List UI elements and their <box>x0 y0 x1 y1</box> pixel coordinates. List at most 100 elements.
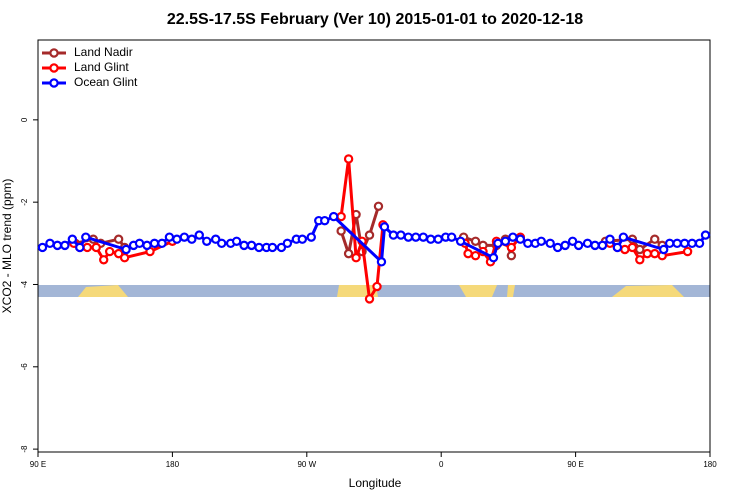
data-point <box>682 246 693 257</box>
data-point <box>508 232 518 242</box>
y-axis-label: XCO2 - MLO trend (ppm) <box>0 179 14 314</box>
data-point <box>650 248 660 259</box>
data-point <box>567 236 578 246</box>
data-point <box>536 236 546 246</box>
data-point <box>545 238 555 249</box>
data-point <box>60 240 70 251</box>
data-point <box>119 253 130 263</box>
data-point <box>104 246 115 257</box>
x-axis-label: Longitude <box>349 476 402 490</box>
data-point <box>364 230 375 240</box>
data-point <box>403 232 414 242</box>
x-tick-label: 180 <box>703 460 717 469</box>
data-point <box>635 244 645 255</box>
data-point <box>373 201 384 211</box>
data-point <box>388 230 399 240</box>
data-point <box>597 240 608 251</box>
data-point <box>343 248 354 259</box>
data-point <box>157 238 167 249</box>
data-point <box>37 242 48 253</box>
legend-marker <box>49 78 59 88</box>
data-point <box>664 238 675 249</box>
data-point <box>672 238 682 249</box>
data-point <box>328 211 339 222</box>
data-point <box>267 242 278 253</box>
y-tick-label: -6 <box>20 363 29 371</box>
data-point <box>560 240 570 251</box>
data-point <box>142 240 152 251</box>
data-point <box>506 250 517 261</box>
data-point <box>470 236 481 246</box>
data-point <box>75 242 85 253</box>
data-point <box>67 234 78 244</box>
data-point <box>642 248 652 259</box>
legend-marker <box>49 48 59 58</box>
data-point <box>379 222 390 232</box>
data-point <box>99 255 109 265</box>
data-point <box>91 242 101 253</box>
data-point <box>320 215 330 226</box>
data-point <box>149 238 160 249</box>
y-tick-label: 0 <box>20 117 29 122</box>
data-point <box>134 238 145 249</box>
data-point <box>635 255 645 265</box>
data-point <box>246 240 257 251</box>
data-point <box>231 236 242 246</box>
plot-frame <box>37 39 711 453</box>
data-point <box>463 248 473 259</box>
data-point <box>336 211 346 222</box>
data-point <box>376 257 387 267</box>
data-point <box>179 232 190 242</box>
data-point <box>470 250 481 261</box>
legend-marker <box>49 63 59 73</box>
data-point <box>500 236 511 246</box>
data-point <box>372 281 382 292</box>
data-point <box>187 234 197 244</box>
data-point <box>52 240 63 251</box>
data-point <box>618 232 629 242</box>
data-point <box>552 242 563 253</box>
y-tick-label: -4 <box>20 280 29 288</box>
data-point <box>523 238 533 249</box>
y-tick-label: -2 <box>20 198 29 206</box>
data-point <box>351 253 361 263</box>
data-point <box>418 232 428 242</box>
data-point <box>82 242 92 253</box>
data-point <box>582 238 593 249</box>
data-point <box>164 232 175 242</box>
legend-label: Land Glint <box>74 60 129 74</box>
data-point <box>455 236 466 246</box>
data-point <box>113 248 124 259</box>
data-point <box>113 234 124 244</box>
data-point <box>694 238 705 249</box>
data-point <box>488 253 499 263</box>
data-point <box>121 244 131 255</box>
data-point <box>605 234 615 244</box>
data-point <box>396 230 406 240</box>
x-tick-label: 90 W <box>297 460 316 469</box>
data-point <box>211 234 221 244</box>
data-point <box>590 240 600 251</box>
data-point <box>202 236 212 246</box>
data-point <box>620 244 630 255</box>
data-point <box>172 234 182 244</box>
data-point <box>687 238 697 249</box>
data-point <box>254 242 264 253</box>
legend-label: Ocean Glint <box>74 75 138 89</box>
data-point <box>297 234 308 244</box>
data-point <box>343 154 354 164</box>
chart-title: 22.5S-17.5S February (Ver 10) 2015-01-01… <box>167 11 583 28</box>
data-point <box>573 240 584 251</box>
data-point <box>493 238 503 249</box>
data-point <box>45 238 55 249</box>
x-tick-label: 90 E <box>30 460 46 469</box>
data-point <box>194 230 204 240</box>
data-point <box>506 242 517 253</box>
y-tick-label: -8 <box>20 445 29 453</box>
data-point <box>411 232 421 242</box>
data-point <box>650 234 660 244</box>
data-point <box>282 238 293 249</box>
data-point <box>627 242 638 253</box>
data-point <box>216 238 227 249</box>
